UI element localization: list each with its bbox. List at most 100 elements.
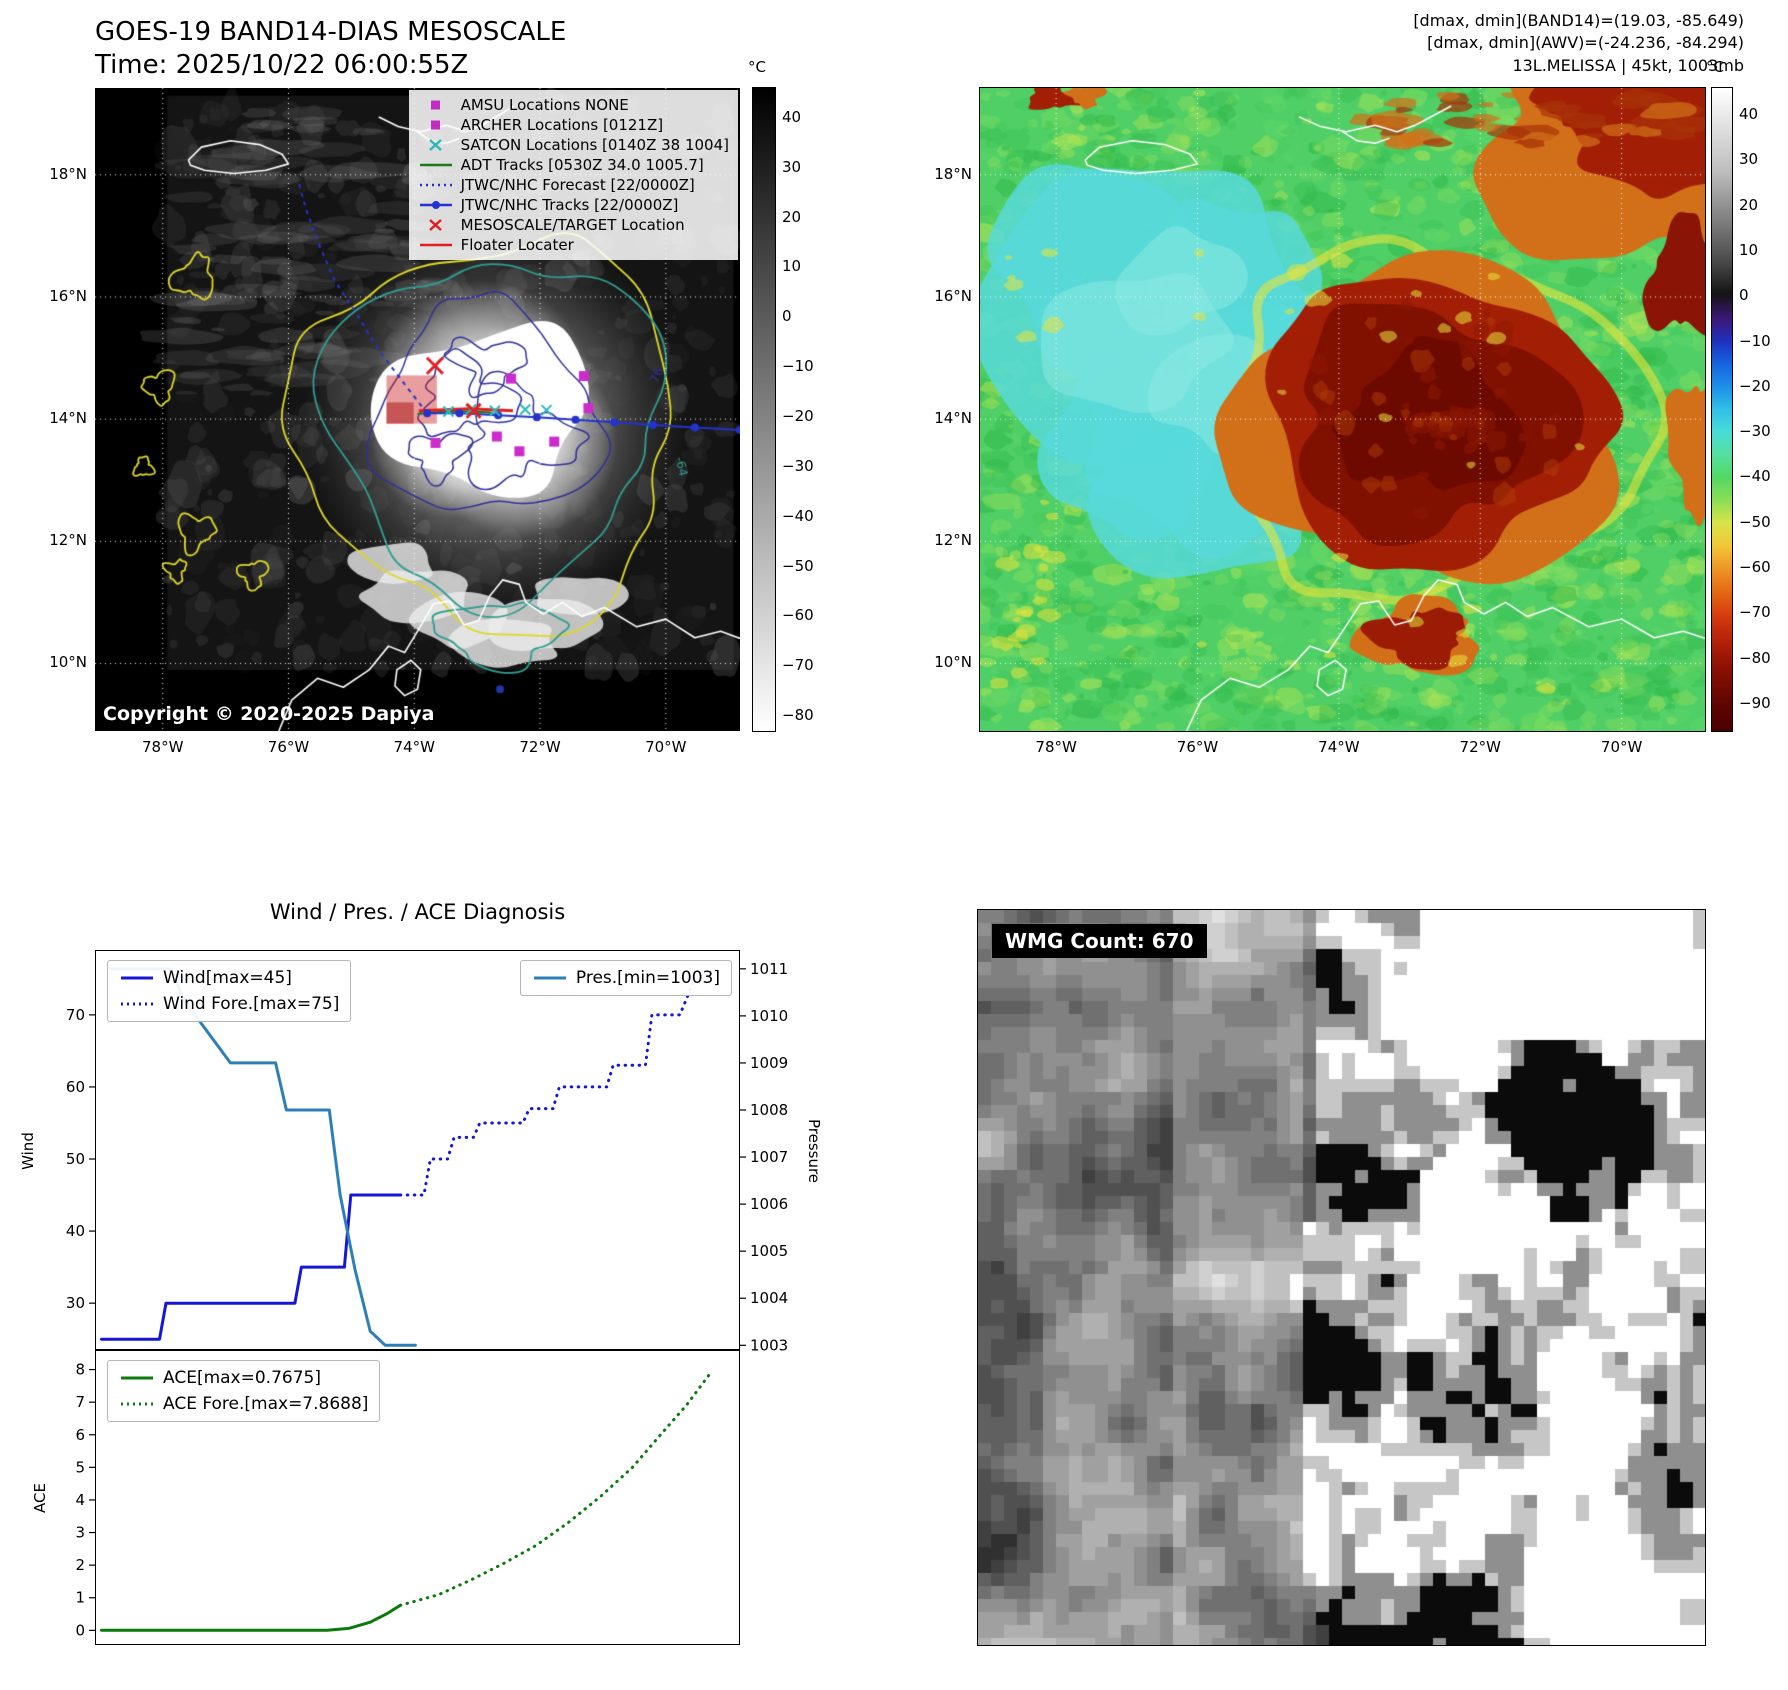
colorbar-tick-label: −20 [782, 406, 814, 425]
legend-row: Pres.[min=1003] [532, 968, 720, 988]
colorbar-tick-label: 30 [782, 157, 802, 176]
legend-row: ACE Fore.[max=7.8688] [119, 1394, 368, 1414]
tick-label: 70 [66, 1006, 85, 1024]
colorbar-tick-label: −40 [1739, 467, 1771, 486]
colorbar-tick-label: −70 [782, 656, 814, 675]
dotted-legend-icon [419, 183, 452, 187]
lat-tick-label: 18°N [49, 164, 87, 183]
band14-map-panel: AMSU Locations NONE ARCHER Locations [012… [95, 88, 740, 731]
colorbar-tick-label: −40 [782, 506, 814, 525]
legend-label: Wind Fore.[max=75] [163, 994, 340, 1014]
dotted-legend-icon [121, 1402, 153, 1406]
series-line [398, 1372, 712, 1607]
colorbar-tick-label: 10 [782, 257, 802, 276]
square-legend-icon [430, 100, 440, 110]
tick-label: 1006 [750, 1195, 788, 1213]
wmg-panel: WMG Count: 670 [977, 909, 1706, 1646]
lat-tick-label: 16°N [934, 286, 972, 305]
lat-tick-label: 16°N [49, 286, 87, 305]
x-marker-icon [428, 139, 442, 151]
lon-tick-label: 78°W [142, 738, 184, 756]
legend-row: Wind Fore.[max=75] [119, 994, 339, 1014]
tick-label: 1008 [750, 1101, 788, 1119]
legend-row: JTWC/NHC Forecast [22/0000Z] [418, 176, 729, 194]
tick-label: 8 [75, 1361, 85, 1379]
square-legend-icon [430, 120, 440, 130]
header-info-awv: [dmax, dmin](AWV)=(-24.236, -84.294) [1427, 33, 1744, 53]
legend-label: ACE Fore.[max=7.8688] [163, 1394, 369, 1414]
lon-tick-label: 74°W [393, 738, 435, 756]
legend-label: AMSU Locations NONE [460, 96, 629, 114]
line-dot-legend-icon [419, 201, 452, 209]
colorbar-tick-label: −10 [782, 357, 814, 376]
wmg-pixel-canvas [978, 910, 1705, 1645]
diagnosis-chart-title: Wind / Pres. / ACE Diagnosis [269, 900, 566, 924]
legend-label: JTWC/NHC Tracks [22/0000Z] [460, 196, 679, 214]
band14-colorbar-unit: °C [748, 58, 766, 76]
pressure-axis-label: Pressure [805, 1118, 823, 1184]
legend-row: AMSU Locations NONE [418, 96, 729, 114]
wmg-count-badge: WMG Count: 670 [992, 924, 1207, 958]
tick-label: 1 [75, 1589, 85, 1607]
colorbar-tick-label: −90 [1739, 693, 1771, 712]
tick-label: 1004 [750, 1289, 788, 1307]
square-marker-icon [430, 100, 440, 110]
ace-axis-label: ACE [31, 1483, 49, 1513]
band14-colorbar [752, 87, 776, 732]
lon-tick-label: 72°W [519, 738, 561, 756]
series-line [398, 977, 697, 1197]
legend-label: ADT Tracks [0530Z 34.0 1005.7] [460, 156, 704, 174]
lat-tick-label: 12°N [49, 531, 87, 550]
x-legend-icon [428, 219, 442, 231]
tick-label: 0 [75, 1621, 85, 1639]
legend-row: SATCON Locations [0140Z 38 1004] [418, 136, 729, 154]
tick-label: 3 [75, 1524, 85, 1542]
series-line [100, 1193, 402, 1341]
lon-tick-label: 76°W [1176, 738, 1219, 756]
ace-legend: ACE[max=0.7675] ACE Fore.[max=7.8688] [107, 1360, 381, 1422]
series-line [100, 1603, 402, 1632]
tick-label: 5 [75, 1458, 85, 1476]
lon-tick-label: 72°W [1459, 738, 1501, 756]
tick-label: 6 [75, 1426, 85, 1444]
line-legend-icon [533, 976, 566, 980]
legend-label: SATCON Locations [0140Z 38 1004] [460, 136, 729, 154]
line-legend-icon [121, 1376, 153, 1380]
legend-row: ACE[max=0.7675] [119, 1368, 368, 1388]
legend-label: MESOSCALE/TARGET Location [460, 216, 685, 234]
legend-row: Wind[max=45] [119, 968, 339, 988]
legend-row: ADT Tracks [0530Z 34.0 1005.7] [418, 156, 729, 174]
legend-label: ARCHER Locations [0121Z] [460, 116, 664, 134]
awv-colorbar [1711, 87, 1733, 732]
legend-label: Floater Locater [460, 236, 574, 254]
tick-label: 7 [75, 1393, 85, 1411]
tick-label: 1005 [750, 1242, 788, 1260]
lon-tick-label: 78°W [1035, 738, 1077, 756]
legend-label: Wind[max=45] [163, 968, 292, 988]
tick-label: 2 [75, 1556, 85, 1574]
colorbar-tick-label: −20 [1739, 376, 1771, 395]
square-marker-icon [430, 120, 440, 130]
legend-label: JTWC/NHC Forecast [22/0000Z] [460, 176, 695, 194]
figure-time: Time: 2025/10/22 06:00:55Z [95, 49, 469, 80]
page-title: GOES-19 BAND14-DIAS MESOSCALE [95, 17, 567, 47]
figure-header: GOES-19 BAND14-DIAS MESOSCALE Time: 2025… [95, 16, 566, 81]
colorbar-tick-label: −30 [1739, 422, 1771, 441]
awv-colorbar-unit: °C [1706, 58, 1724, 76]
colorbar-tick-label: 0 [782, 307, 792, 326]
colorbar-tick-label: 40 [782, 107, 802, 126]
wind-legend: Wind[max=45] Wind Fore.[max=75] [107, 960, 352, 1022]
header-info-band14: [dmax, dmin](BAND14)=(19.03, -85.649) [1413, 11, 1744, 30]
legend-row: ARCHER Locations [0121Z] [418, 116, 729, 134]
header-info-storm: 13L.MELISSA | 45kt, 1003mb [1512, 55, 1744, 75]
x-legend-icon [428, 139, 442, 151]
lon-tick-label: 70°W [1600, 738, 1643, 756]
colorbar-tick-label: −70 [1739, 603, 1771, 622]
x-marker-icon [428, 219, 442, 231]
lat-tick-label: 10°N [934, 653, 972, 672]
colorbar-tick-label: −30 [782, 456, 814, 475]
dot-marker-icon [431, 201, 440, 209]
line-legend-icon [419, 243, 452, 247]
tick-label: 1003 [750, 1336, 788, 1354]
pressure-legend: Pres.[min=1003] [519, 960, 732, 996]
